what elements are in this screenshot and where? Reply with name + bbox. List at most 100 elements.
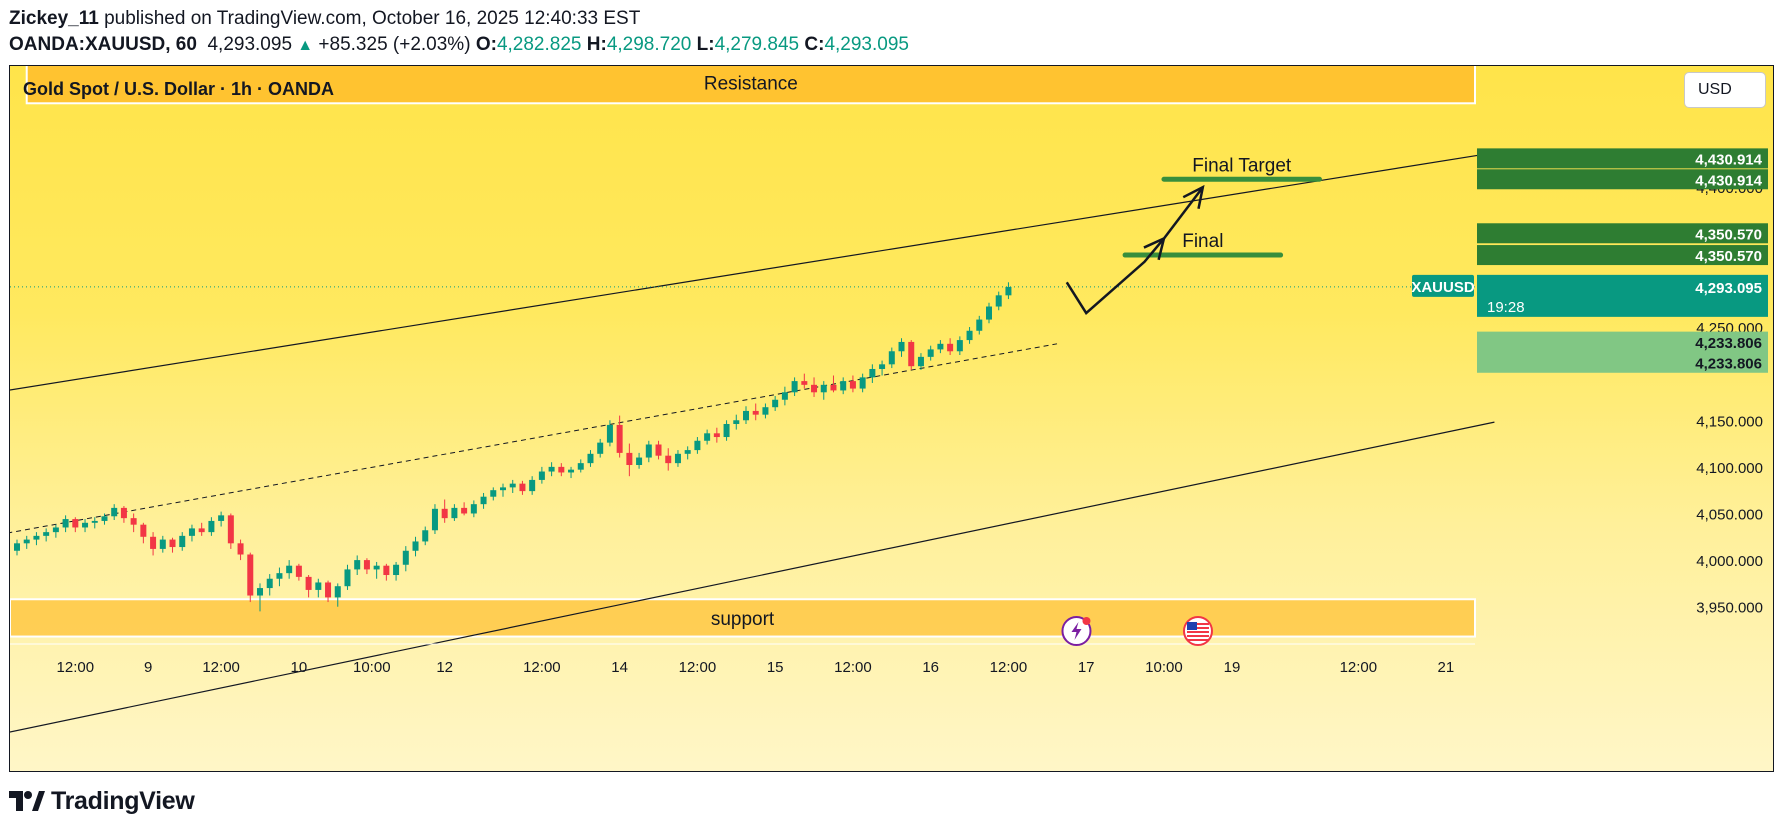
candle: [490, 490, 497, 497]
candle: [995, 295, 1002, 307]
last-price-tag: [1477, 274, 1768, 317]
price-tick: 4,050.000: [1696, 506, 1763, 523]
target-price-tag: [1477, 245, 1768, 266]
time-tick: 10:00: [353, 659, 391, 676]
candle: [470, 504, 477, 514]
candle: [966, 330, 973, 341]
candle: [422, 530, 429, 542]
target-level-label: Final: [1182, 231, 1223, 252]
zone-label: Resistance: [704, 73, 798, 94]
target-level-label: Final Target: [1192, 155, 1292, 176]
candle: [840, 381, 847, 391]
lightning-event-icon[interactable]: [1061, 616, 1092, 646]
candle: [917, 356, 924, 367]
tradingview-logo[interactable]: TradingView: [9, 786, 195, 816]
candle: [451, 507, 458, 519]
candle: [733, 420, 740, 424]
symbol-tag: [1412, 274, 1474, 297]
tradingview-mark-icon: [9, 791, 45, 811]
candle: [626, 452, 633, 466]
candle: [684, 450, 691, 454]
price-tick: 4,150.000: [1696, 413, 1763, 430]
candle: [237, 543, 244, 555]
candle: [480, 496, 487, 505]
candle: [781, 392, 788, 400]
candle: [276, 573, 283, 579]
candle: [509, 483, 516, 488]
candle: [956, 340, 963, 352]
candle: [179, 535, 186, 548]
candle: [791, 381, 798, 393]
candle: [500, 487, 506, 491]
candle: [616, 424, 623, 453]
candle: [519, 483, 526, 492]
countdown-text: 19:28: [1487, 299, 1525, 316]
publish-text: published on TradingView.com, October 16…: [104, 8, 641, 29]
candle: [820, 384, 827, 393]
time-tick: 19: [1224, 659, 1241, 676]
close-value: 4,293.095: [824, 34, 909, 55]
us-flag-event-icon[interactable]: [1182, 616, 1213, 646]
time-tick: 15: [767, 659, 784, 676]
target-price-tag: [1477, 148, 1768, 169]
zone-label: support: [711, 609, 775, 630]
candle: [344, 569, 351, 587]
time-tick: 12:00: [523, 659, 561, 676]
candle: [636, 457, 643, 466]
candle: [334, 586, 341, 598]
candle: [33, 535, 40, 540]
low-label: L:: [696, 34, 715, 55]
ohlc-line: OANDA:XAUUSD, 60 4,293.095 ▲ +85.325 (+2…: [9, 32, 909, 59]
band-price-tag-text: 4,233.806: [1695, 335, 1762, 352]
candle: [558, 466, 565, 473]
target-price-tag: [1477, 169, 1768, 190]
projection-path: [1065, 237, 1165, 315]
candle: [713, 433, 720, 438]
candle: [879, 364, 886, 369]
candle: [849, 381, 856, 389]
candle: [91, 520, 98, 523]
candle: [986, 306, 992, 320]
candle: [577, 463, 584, 470]
high-value: 4,298.720: [606, 34, 692, 55]
time-tick: 17: [1078, 659, 1095, 676]
time-tick: 14: [611, 659, 628, 676]
candle: [402, 550, 409, 565]
candle: [1005, 286, 1012, 296]
candle: [908, 341, 915, 367]
candle: [859, 377, 866, 389]
time-tick: 9: [144, 659, 152, 676]
currency-button[interactable]: USD: [1684, 72, 1766, 108]
publish-line: Zickey_11 published on TradingView.com, …: [9, 6, 909, 32]
candle: [548, 466, 555, 472]
candle: [772, 399, 779, 408]
low-value: 4,279.845: [714, 34, 800, 55]
time-tick: 12:00: [57, 659, 95, 676]
author-name[interactable]: Zickey_11: [9, 8, 99, 29]
candle: [811, 384, 818, 393]
target-price-tag-text: 4,350.570: [1695, 248, 1762, 265]
candle: [927, 349, 934, 357]
candle: [266, 578, 273, 589]
candle: [101, 516, 108, 521]
time-tick: 12:00: [202, 659, 240, 676]
candle: [538, 471, 545, 480]
candle: [257, 588, 263, 596]
time-tick: 10: [291, 659, 308, 676]
candle: [694, 440, 701, 451]
target-price-tag-text: 4,430.914: [1695, 172, 1762, 189]
band-price-tag: [1477, 331, 1768, 353]
candle: [704, 433, 711, 441]
candle: [43, 532, 50, 536]
candle: [655, 444, 662, 456]
candle: [762, 407, 769, 415]
candle: [14, 543, 20, 551]
tradingview-wordmark: TradingView: [51, 786, 195, 815]
symbol-label[interactable]: OANDA:XAUUSD, 60: [9, 34, 197, 55]
candle: [120, 507, 127, 519]
arrowhead-icon: [1143, 236, 1166, 261]
zone-support: [10, 598, 1476, 638]
candle: [898, 341, 905, 352]
